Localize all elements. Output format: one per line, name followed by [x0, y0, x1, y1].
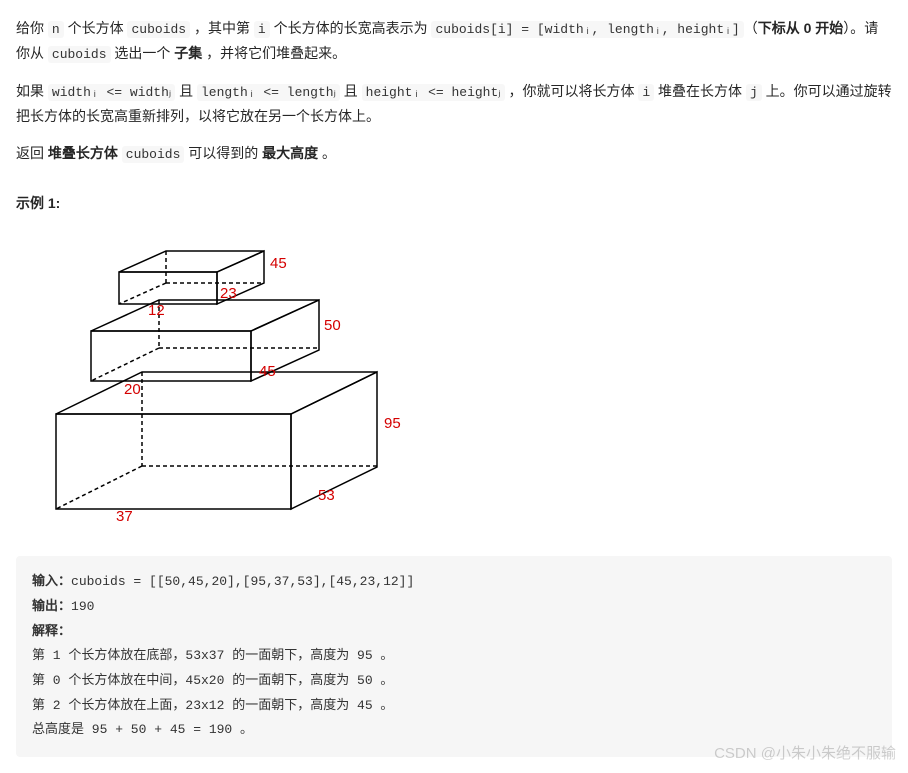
- text: 可以得到的: [184, 145, 262, 161]
- label-b2-d: 45: [259, 363, 276, 380]
- text: ，其中第: [190, 20, 254, 36]
- label-b1-h: 95: [384, 415, 401, 432]
- label-b3-d: 23: [220, 285, 237, 302]
- text: 。: [318, 145, 336, 161]
- code: lengthᵢ <= lengthⱼ: [197, 84, 340, 101]
- explain-line: 第 0 个长方体放在中间，45x20 的一面朝下，高度为 50 。: [32, 673, 393, 688]
- code: widthᵢ <= widthⱼ: [48, 84, 175, 101]
- label-b3-h: 45: [270, 255, 287, 272]
- code: i: [254, 21, 270, 38]
- text: 返回: [16, 145, 48, 161]
- cuboids-diagram: 37 53 95 20 45 50 12 23 45: [16, 228, 892, 536]
- output-label: 输出：: [32, 599, 71, 614]
- explain-line: 总高度是 95 + 50 + 45 = 190 。: [32, 722, 253, 737]
- explain-line: 第 1 个长方体放在底部，53x37 的一面朝下，高度为 95 。: [32, 648, 393, 663]
- text: 给你: [16, 20, 48, 36]
- bold-text: 堆叠长方体: [48, 145, 122, 161]
- label-b2-h: 50: [324, 317, 341, 334]
- label-b2-w: 20: [124, 381, 141, 398]
- text: 且: [340, 83, 362, 99]
- label-b1-d: 53: [318, 487, 335, 504]
- code: cuboids: [127, 21, 190, 38]
- paragraph-2: 如果 widthᵢ <= widthⱼ 且 lengthᵢ <= lengthⱼ…: [16, 79, 892, 130]
- text: ，并将它们堆叠起来。: [202, 45, 346, 61]
- code: cuboids[i] = [widthᵢ, lengthᵢ, heightᵢ]: [431, 21, 743, 38]
- input-label: 输入：: [32, 574, 71, 589]
- output-value: 190: [71, 599, 94, 614]
- text: 选出一个: [111, 45, 175, 61]
- explain-label: 解释：: [32, 624, 71, 639]
- paragraph-3: 返回 堆叠长方体 cuboids 可以得到的 最大高度 。: [16, 141, 892, 166]
- example-io-block: 输入：cuboids = [[50,45,20],[95,37,53],[45,…: [16, 556, 892, 757]
- text: 且: [175, 83, 197, 99]
- paragraph-1: 给你 n 个长方体 cuboids ，其中第 i 个长方体的长宽高表示为 cub…: [16, 16, 892, 67]
- label-b1-w: 37: [116, 508, 133, 525]
- input-value: cuboids = [[50,45,20],[95,37,53],[45,23,…: [71, 574, 414, 589]
- code: j: [746, 84, 762, 101]
- text: 如果: [16, 83, 48, 99]
- bold-text: 下标从 0 开始: [758, 20, 844, 36]
- text: 堆叠在长方体: [654, 83, 746, 99]
- text: 个长方体: [64, 20, 128, 36]
- text: （: [744, 20, 758, 36]
- explain-line: 第 2 个长方体放在上面，23x12 的一面朝下，高度为 45 。: [32, 698, 393, 713]
- label-b3-w: 12: [148, 302, 165, 319]
- code: n: [48, 21, 64, 38]
- code: i: [638, 84, 654, 101]
- code: cuboids: [48, 46, 111, 63]
- text: 个长方体的长宽高表示为: [270, 20, 432, 36]
- code: cuboids: [122, 146, 185, 163]
- bold-text: 最大高度: [262, 145, 318, 161]
- text: ，你就可以将长方体: [505, 83, 639, 99]
- example-title: 示例 1:: [16, 191, 892, 216]
- bold-text: 子集: [174, 45, 202, 61]
- code: heightᵢ <= heightⱼ: [362, 84, 505, 101]
